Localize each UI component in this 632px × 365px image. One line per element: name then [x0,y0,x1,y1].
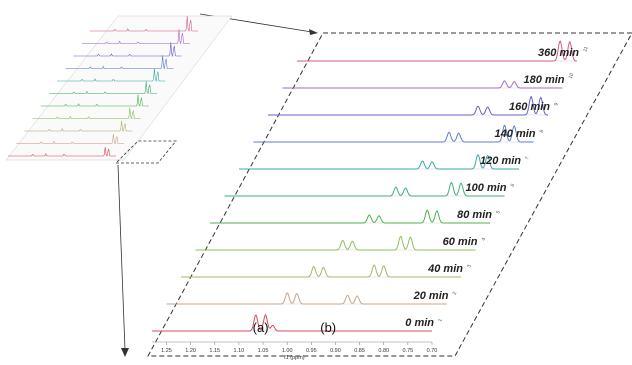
spectrum-line [166,292,447,305]
spectrum-line [253,124,534,143]
x-tick-label: 1.25 [161,348,172,354]
arrowhead-bottom [121,348,129,357]
spectrum-line [282,80,563,89]
x-tick-label: 1.10 [234,348,245,354]
zoom-frame-border [147,32,632,357]
time-labels: 0 min 20 min 40 min 60 min 80 min 100 min 120 … [405,47,579,329]
spectra-group [152,40,577,332]
zoom-frame [147,32,632,357]
time-label: 40 min [427,263,463,275]
time-label: 120 min [480,155,521,167]
thumb-spectrum [65,55,174,70]
thumb-spectrum [57,68,166,82]
x-tick-label: 1.20 [185,348,196,354]
time-label: 180 min [524,74,565,86]
spectrum-line [224,181,505,197]
thumb-spectrum [16,133,125,145]
thumb-spectrum [49,81,157,95]
x-tick-label: 0.90 [330,348,341,354]
peak-tag-a: (a) [253,320,269,335]
thumb-spectrum [32,107,141,120]
row-number: 7 [524,156,531,161]
connector-bottom [117,164,126,351]
row-number: 3 [466,264,473,269]
row-number: 9 [553,102,560,107]
time-label: 80 min [457,209,492,221]
thumb-spectrum [40,94,149,107]
spectrum-line [268,95,548,116]
time-label: 60 min [443,236,478,248]
overview-thumbnail [5,15,233,164]
row-numbers: 1 2 3 4 5 6 7 8 9 10 11 [437,46,589,323]
x-tick-label: 1.15 [209,348,220,354]
row-number: 8 [539,129,546,134]
spectrum-line [210,209,490,224]
spectrum-line [181,264,461,278]
x-axis: 1.25 1.20 1.15 1.10 1.05 1.00 0.95 0.90 0.85 0.80… [152,341,438,361]
time-label: 160 min [509,101,550,113]
peak-tags: (a) (b) [253,320,336,335]
x-tick-label: 1.05 [258,348,269,354]
x-tick-label: 0.85 [354,348,365,354]
x-tick-label: 0.80 [378,348,389,354]
thumb-spectrum [73,42,182,57]
arrowhead-top [309,29,318,35]
row-number: 5 [495,210,502,215]
time-label: 100 min [466,182,507,194]
x-tick-label: 1.00 [282,348,293,354]
thumbnail-plane [5,15,233,161]
x-tick-label: 0.75 [403,348,414,354]
thumb-spectrum [8,146,116,157]
row-number: 2 [452,291,459,296]
thumb-spectrum [90,15,198,33]
spectrum-line [239,154,519,170]
thumb-spectrum [24,120,133,132]
row-number: 4 [481,237,488,242]
x-tick-label: 0.95 [306,348,317,354]
time-label: 20 min [413,290,449,302]
spectrum-line [195,235,476,251]
x-axis-title: f1 (ppm) [284,355,305,360]
spectrum-line [297,40,577,62]
time-label: 0 min [405,317,434,329]
x-tick-label: 0.70 [427,348,438,354]
thumb-spectrum [81,29,190,45]
row-number: 10 [568,72,576,79]
time-label: 360 min [538,47,579,59]
spectrum-line [152,314,432,332]
row-number: 1 [437,318,444,323]
thumb-highlight-box [115,140,177,164]
peak-tag-b: (b) [320,320,336,335]
row-number: 6 [510,183,517,188]
row-number: 11 [582,46,589,53]
time-label: 140 min [495,128,536,140]
